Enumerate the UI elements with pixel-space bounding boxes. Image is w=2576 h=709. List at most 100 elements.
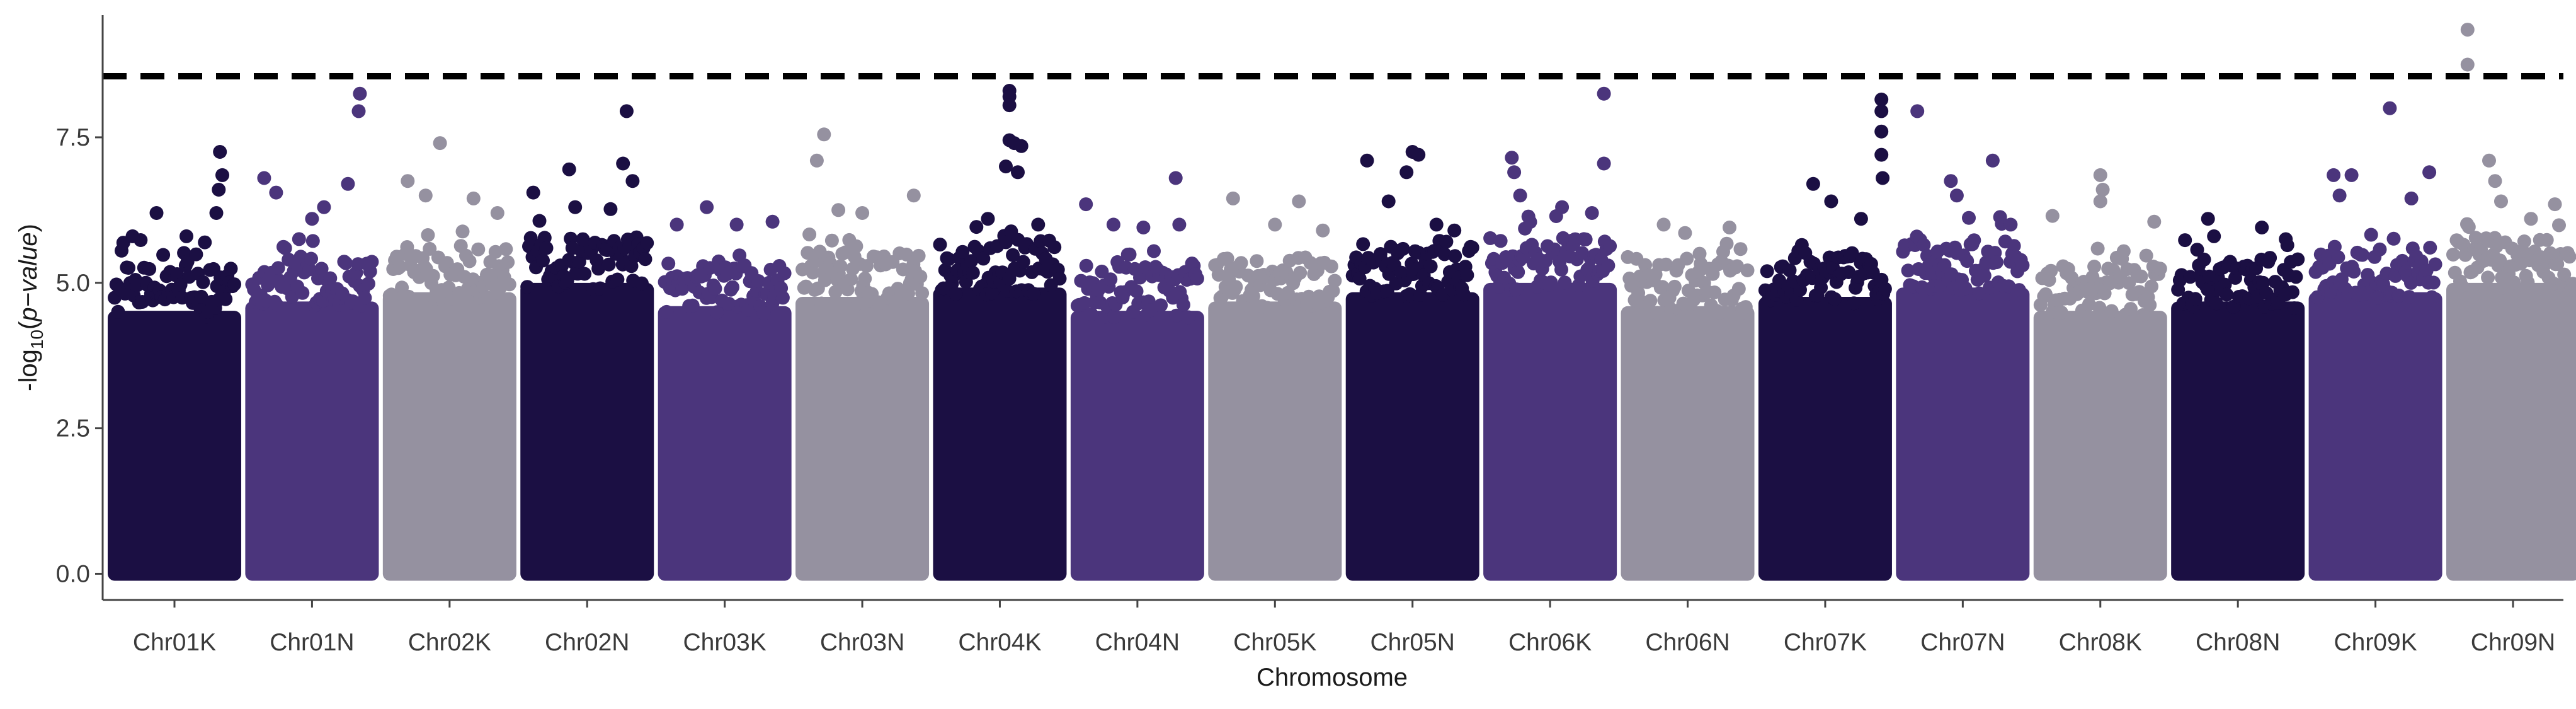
data-point (2183, 270, 2197, 284)
data-point (1229, 280, 1243, 294)
data-point (285, 290, 299, 304)
data-point (1176, 297, 1190, 312)
y-axis-title-open: ( (14, 321, 42, 330)
chromosome-Chr08N (2171, 212, 2305, 581)
x-tick-label: Chr01K (133, 629, 216, 656)
data-point (532, 214, 547, 228)
data-point (111, 304, 125, 319)
data-point (2327, 168, 2341, 182)
point-cluster (2171, 301, 2305, 581)
data-point (2428, 257, 2442, 272)
data-point (1002, 272, 1017, 286)
data-point (317, 200, 331, 214)
data-point (2093, 194, 2107, 209)
x-axis-title: Chromosome (1257, 664, 1408, 691)
data-point (1456, 287, 1471, 302)
x-tick-label: Chr06N (1645, 629, 1730, 656)
data-point (2143, 298, 2157, 312)
data-point (2327, 239, 2342, 254)
data-point (2391, 288, 2406, 303)
data-point (976, 251, 991, 266)
data-point (1352, 272, 1367, 286)
x-tick-label: Chr07N (1920, 629, 2005, 656)
data-point (1360, 153, 1374, 168)
data-point (2082, 297, 2096, 311)
data-point (726, 280, 739, 294)
data-point (855, 206, 870, 220)
data-point (1719, 236, 1734, 251)
y-tick-label: 0.0 (56, 560, 90, 587)
data-point (625, 174, 640, 188)
data-point (2190, 243, 2204, 257)
data-point (2332, 188, 2347, 203)
chromosome-Chr01K (108, 145, 241, 581)
data-point (2255, 221, 2269, 234)
data-point (801, 246, 815, 260)
point-cluster (2446, 282, 2576, 581)
data-point (2461, 220, 2476, 234)
chromosome-Chr04N (1070, 171, 1204, 581)
data-point (393, 260, 407, 274)
data-point (670, 217, 684, 232)
data-point (227, 277, 241, 292)
data-point (911, 248, 926, 263)
data-point (1603, 239, 1617, 253)
data-point (896, 262, 910, 277)
data-point (341, 176, 355, 191)
data-point (591, 262, 606, 276)
data-point (302, 262, 317, 277)
y-axis-title-subscript: 10 (27, 330, 47, 349)
data-point (2548, 197, 2562, 212)
data-point (619, 104, 634, 118)
data-point (1122, 247, 1137, 262)
data-point (1738, 300, 1753, 314)
data-point (1917, 238, 1931, 252)
data-point (2404, 191, 2419, 205)
data-point (156, 248, 171, 262)
data-point (1874, 92, 1889, 107)
data-point (1824, 194, 1838, 209)
data-point (593, 281, 607, 296)
data-point (833, 259, 848, 274)
data-point (1643, 294, 1658, 308)
data-point (2136, 308, 2150, 322)
point-cluster (1758, 296, 1892, 581)
data-point (1555, 200, 1570, 214)
data-point (361, 277, 375, 291)
data-point (224, 262, 238, 276)
data-point (1842, 265, 1856, 279)
data-point (2007, 239, 2021, 253)
data-point (1585, 206, 1599, 220)
data-point (1168, 171, 1183, 185)
data-point (1103, 272, 1118, 287)
data-point (572, 255, 586, 269)
data-point (2355, 248, 2369, 262)
point-cluster (1483, 282, 1617, 581)
data-point (2116, 244, 2131, 258)
data-point (1655, 280, 1670, 294)
data-point (824, 233, 839, 248)
data-point (1944, 174, 1958, 188)
y-axis-title: -log10(p−value) (14, 224, 47, 391)
chromosome-Chr07K (1758, 92, 1892, 581)
data-point (906, 188, 921, 203)
data-point (351, 104, 366, 118)
data-point (2044, 263, 2058, 278)
data-point (601, 257, 616, 272)
data-point (1268, 217, 1282, 232)
chromosome-Chr04K (933, 84, 1067, 581)
data-point (1190, 272, 1204, 285)
data-point (1845, 246, 1859, 260)
data-point (1806, 176, 1820, 191)
data-point (189, 247, 203, 262)
data-point (1399, 165, 1414, 180)
data-point (2423, 241, 2437, 255)
chromosome-Chr08K (2033, 168, 2167, 581)
data-point (2279, 232, 2293, 246)
data-point (455, 224, 470, 239)
data-point (1977, 268, 1992, 283)
data-point (2201, 212, 2215, 226)
data-point (1423, 259, 1438, 274)
point-cluster (520, 282, 654, 581)
data-point (1638, 258, 1653, 272)
